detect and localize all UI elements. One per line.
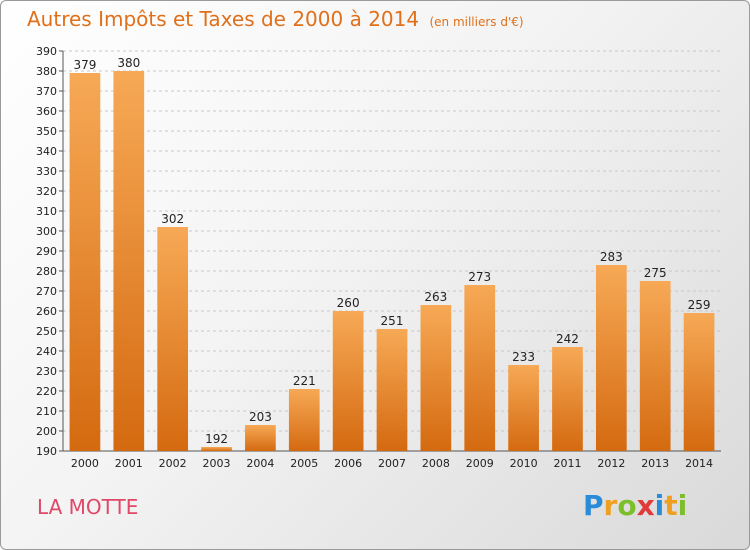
x-tick-label-2008: 2008: [422, 457, 450, 470]
bar-2003[interactable]: [201, 447, 232, 451]
value-label-2010: 233: [512, 350, 535, 364]
y-tick-label: 260: [36, 305, 57, 318]
bar-2004[interactable]: [245, 425, 276, 451]
bar-2013[interactable]: [639, 281, 671, 451]
bar-2008[interactable]: [420, 305, 452, 451]
x-tick-label-2010: 2010: [510, 457, 538, 470]
y-tick-label: 330: [36, 165, 57, 178]
x-tick-label-2007: 2007: [378, 457, 406, 470]
bar-2001[interactable]: [113, 71, 145, 451]
bar-2005[interactable]: [288, 389, 320, 451]
proxiti-logo[interactable]: Proxiti: [583, 489, 688, 522]
y-tick-label: 230: [36, 365, 57, 378]
bar-2014[interactable]: [683, 313, 715, 451]
value-label-2008: 263: [424, 290, 447, 304]
x-tick-label-2009: 2009: [466, 457, 494, 470]
value-label-2000: 379: [73, 58, 96, 72]
value-label-2004: 203: [249, 410, 272, 424]
x-tick-label-2000: 2000: [71, 457, 99, 470]
bar-2007[interactable]: [376, 329, 408, 451]
x-tick-label-2005: 2005: [290, 457, 318, 470]
x-tick-label-2003: 2003: [203, 457, 231, 470]
value-label-2003: 192: [205, 432, 228, 446]
y-tick-label: 320: [36, 185, 57, 198]
y-tick-label: 280: [36, 265, 57, 278]
y-tick-label: 200: [36, 425, 57, 438]
bar-2009[interactable]: [464, 285, 496, 451]
axes: 190 200 210 220 230 240 250 260 270 280 290 300 310 3…: [36, 45, 721, 470]
bars: [69, 71, 715, 451]
y-tick-label: 250: [36, 325, 57, 338]
x-tick-label-2012: 2012: [597, 457, 625, 470]
x-tick-label-2013: 2013: [641, 457, 669, 470]
value-label-2012: 283: [600, 250, 623, 264]
y-tick-label: 310: [36, 205, 57, 218]
data-labels: 379 380 302 192 203 221 260 251 263 273 233 242 283 2…: [73, 56, 710, 446]
y-tick-label: 340: [36, 145, 57, 158]
x-tick-label-2014: 2014: [685, 457, 713, 470]
chart-title: Autres Impôts et Taxes de 2000 à 2014 (e…: [27, 7, 524, 31]
value-label-2002: 302: [161, 212, 184, 226]
y-tick-label: 220: [36, 385, 57, 398]
x-tick-label-2001: 2001: [115, 457, 143, 470]
bar-2011[interactable]: [552, 347, 583, 451]
value-label-2011: 242: [556, 332, 579, 346]
chart-unit: (en milliers d'€): [429, 15, 524, 29]
y-tick-label: 370: [36, 85, 57, 98]
value-label-2001: 380: [117, 56, 140, 70]
y-tick-label: 300: [36, 225, 57, 238]
bar-2010[interactable]: [508, 365, 539, 451]
y-tick-label: 390: [36, 45, 57, 58]
value-label-2006: 260: [337, 296, 360, 310]
value-label-2014: 259: [688, 298, 711, 312]
y-tick-label: 240: [36, 345, 57, 358]
x-tick-label-2002: 2002: [159, 457, 187, 470]
y-tick-label: 360: [36, 105, 57, 118]
chart-title-text: Autres Impôts et Taxes de 2000 à 2014: [27, 7, 420, 31]
y-tick-label: 380: [36, 65, 57, 78]
bar-2006[interactable]: [332, 311, 364, 451]
value-label-2007: 251: [381, 314, 404, 328]
x-tick-label-2004: 2004: [246, 457, 274, 470]
value-label-2009: 273: [468, 270, 491, 284]
bar-2002[interactable]: [157, 227, 189, 451]
x-tick-label-2011: 2011: [553, 457, 581, 470]
value-label-2013: 275: [644, 266, 667, 280]
commune-name: LA MOTTE: [37, 495, 139, 519]
x-tick-label-2006: 2006: [334, 457, 362, 470]
y-tick-label: 350: [36, 125, 57, 138]
bar-2012[interactable]: [595, 265, 627, 451]
y-tick-label: 290: [36, 245, 57, 258]
y-tick-label: 190: [36, 445, 57, 458]
y-tick-label: 270: [36, 285, 57, 298]
value-label-2005: 221: [293, 374, 316, 388]
y-tick-label: 210: [36, 405, 57, 418]
bar-2000[interactable]: [69, 73, 101, 451]
